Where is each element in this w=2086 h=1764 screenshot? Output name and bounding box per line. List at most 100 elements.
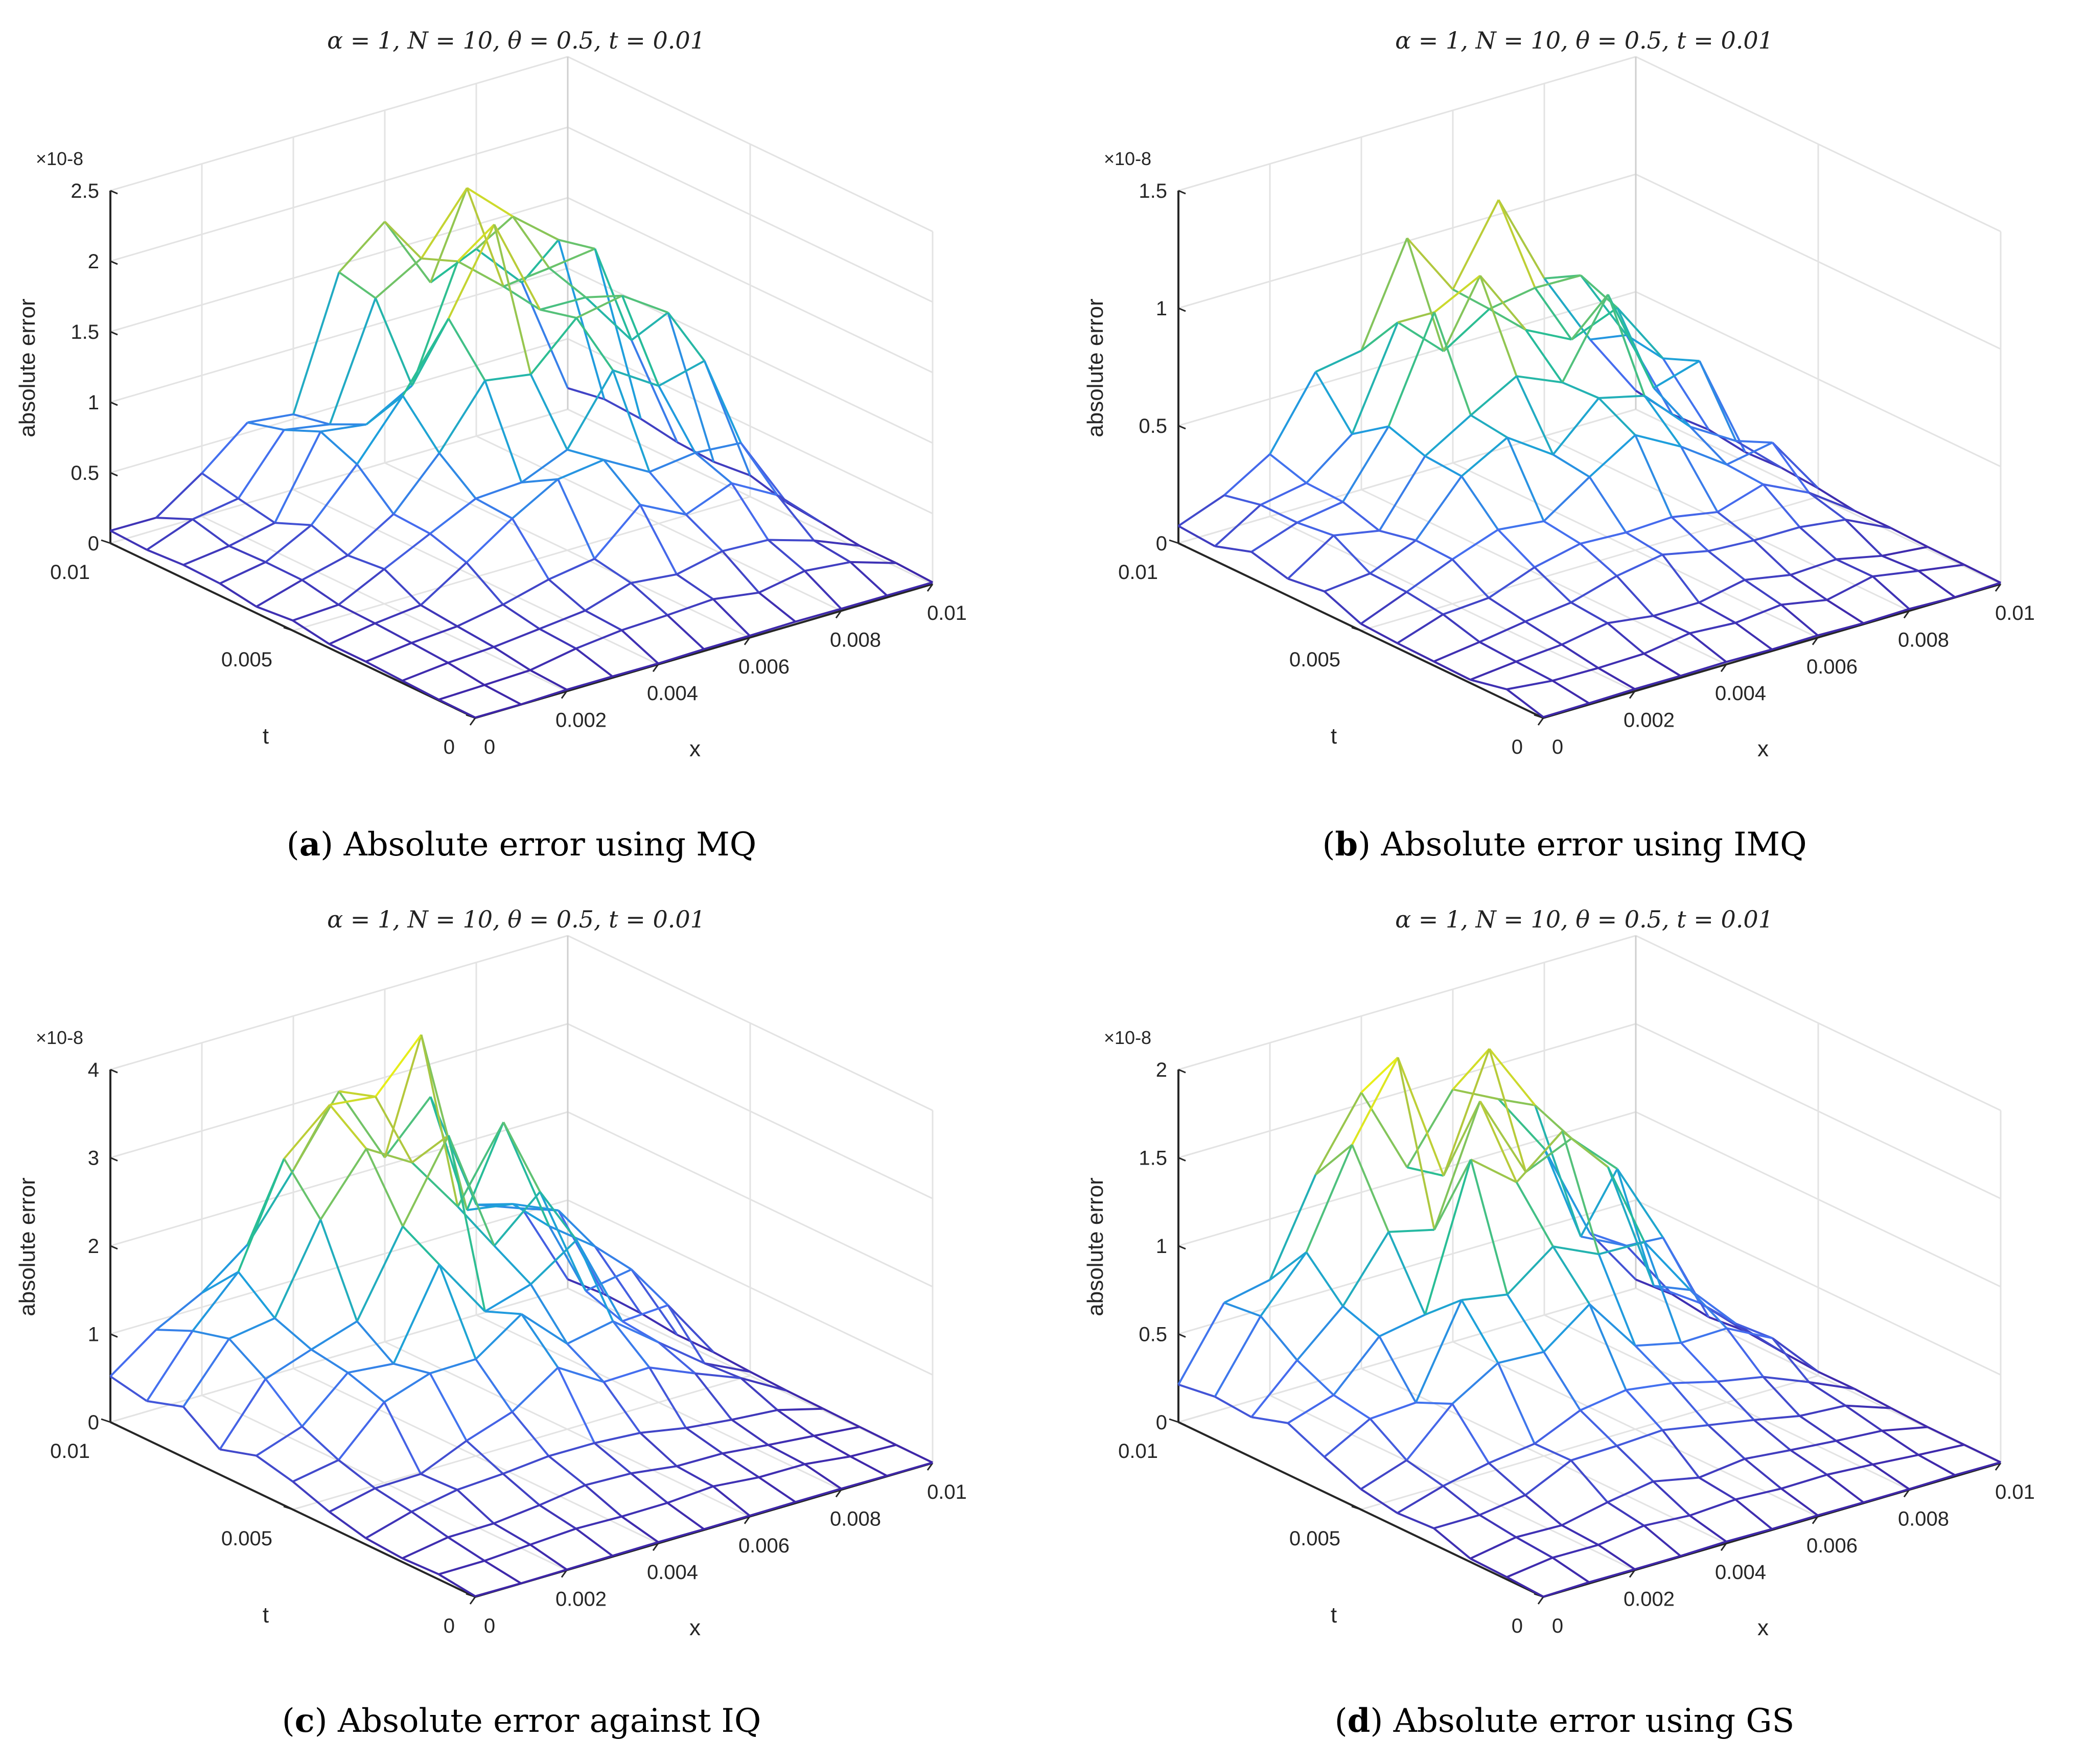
mesh-edge (575, 629, 622, 649)
t-tick-label: 0 (444, 1615, 455, 1637)
x-tick-mark (1903, 1489, 1910, 1498)
z-tick-mark (110, 1421, 118, 1426)
mesh-edge (1178, 1383, 1216, 1398)
mesh-edge (292, 619, 330, 645)
mesh-edge (1543, 1303, 1590, 1353)
mesh-edge (1890, 527, 1929, 548)
z-exponent-label: ×10-8 (36, 148, 83, 169)
mesh-edge (1488, 1048, 1536, 1106)
mesh-edge (1506, 1576, 1544, 1598)
mesh-edge (1726, 463, 1764, 485)
mesh-edge (768, 539, 814, 542)
mesh-edge (540, 308, 577, 319)
mesh-edge (466, 1411, 513, 1442)
surface-chart-d: α = 1, N = 10, θ = 0.5, t = 0.01 0 0.002 0.… (1083, 906, 2035, 1640)
mesh-edge (1781, 599, 1827, 606)
mesh-edge (1662, 1424, 1709, 1431)
mesh-edge (1735, 604, 1782, 624)
mesh-edge (1772, 1337, 1819, 1373)
mesh-edge (1433, 641, 1480, 663)
mesh-edge (1561, 1131, 1600, 1255)
mesh-edge (621, 614, 668, 632)
mesh-edge (1351, 322, 1399, 435)
t-tick-mark (101, 1418, 111, 1423)
mesh-edge (337, 1401, 385, 1461)
mesh-edge (1223, 1279, 1270, 1304)
mesh-edge (1269, 453, 1307, 484)
mesh-edge (237, 1158, 285, 1272)
mesh-edge (1443, 308, 1490, 352)
mesh-edge (1917, 570, 1956, 598)
mesh-edge (274, 522, 312, 526)
mesh-edge (558, 239, 595, 250)
mesh-edge (575, 1239, 623, 1322)
mesh-edge (1561, 1524, 1599, 1546)
mesh-edge (1479, 641, 1517, 663)
mesh-edge (493, 1504, 540, 1525)
mesh-edge (1534, 1443, 1572, 1461)
mesh-edge (1479, 620, 1526, 643)
mesh-edge (658, 1341, 705, 1364)
z-gridline (1178, 1199, 1636, 1335)
mesh-edge (447, 662, 485, 686)
mesh-edge (895, 1444, 933, 1464)
mesh-edge (1918, 564, 1964, 572)
mesh-edge (402, 1134, 450, 1227)
mesh-edge (1305, 433, 1353, 484)
mesh-edge (329, 643, 366, 663)
mesh-edge (1497, 1362, 1536, 1445)
mesh-edge (667, 312, 706, 362)
mesh-edge (1470, 1158, 1517, 1183)
mesh-edge (402, 1536, 449, 1560)
mesh-edge (1580, 1389, 1627, 1411)
mesh-edge (347, 1362, 394, 1374)
mesh-edge (1561, 1501, 1608, 1526)
mesh-edge (1717, 1376, 1764, 1383)
mesh-edge (292, 272, 340, 415)
mesh-edge (147, 1400, 184, 1408)
z-tick-mark (1178, 1333, 1186, 1338)
mesh-edge (1826, 1463, 1873, 1476)
mesh-edge (1625, 531, 1663, 556)
mesh-edge (1424, 1159, 1472, 1315)
mesh-edge (1726, 1528, 1773, 1543)
mesh-edge (1561, 622, 1608, 646)
mesh-edge (430, 248, 477, 284)
mesh-edge (1461, 1299, 1499, 1364)
z-tick-label: 2 (88, 250, 99, 273)
mesh-edge (1360, 321, 1399, 352)
t-tick-label: 0 (1512, 1615, 1523, 1637)
mesh-edge (392, 1264, 441, 1364)
mesh-edge (146, 1330, 194, 1402)
mesh-edge (284, 423, 330, 431)
mesh-edge (375, 1096, 413, 1163)
mesh-edge (1799, 1404, 1846, 1417)
x-axis-line (475, 583, 933, 719)
mesh-edge (1488, 566, 1536, 599)
surface-chart-c: α = 1, N = 10, θ = 0.5, t = 0.01 0 0.002 0.… (15, 906, 967, 1640)
mesh-edge (338, 271, 377, 299)
mesh-edge (502, 604, 540, 630)
mesh-edge (1771, 1337, 1810, 1383)
mesh-edge (1863, 1488, 1910, 1503)
mesh-edge (1672, 413, 1709, 431)
mesh-edge (731, 482, 769, 541)
mesh-edge (237, 429, 285, 499)
mesh-edge (666, 1502, 705, 1530)
mesh-edge (383, 568, 422, 606)
mesh-edge (420, 1440, 468, 1475)
mesh-edge (475, 1313, 522, 1360)
mesh-edge (1260, 482, 1307, 506)
mesh-edge (1370, 572, 1407, 593)
z-tick-mark (1178, 1421, 1186, 1426)
mesh-edge (1535, 274, 1581, 289)
mesh-edge (512, 1366, 559, 1413)
mesh-edge (392, 452, 441, 515)
mesh-edge (1643, 1524, 1681, 1557)
z-tick-mark (110, 401, 118, 406)
mesh-edge (493, 646, 531, 671)
mesh-edge (1634, 675, 1681, 690)
z-tick-label: 0 (88, 1411, 99, 1434)
mesh-edge (1305, 1251, 1344, 1307)
mesh-edge (566, 1554, 613, 1571)
